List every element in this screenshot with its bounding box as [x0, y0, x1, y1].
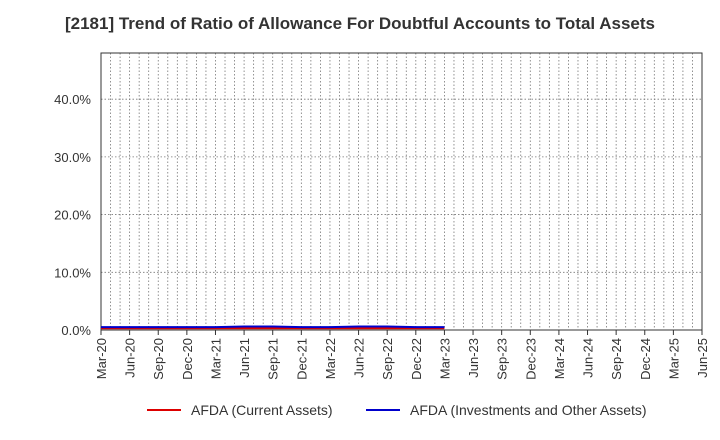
y-tick-label: 30.0% [54, 150, 91, 165]
x-tick-label: Sep-21 [266, 338, 281, 380]
y-tick-label: 10.0% [54, 265, 91, 280]
y-tick-label: 0.0% [61, 323, 91, 338]
x-tick-label: Mar-25 [666, 338, 681, 379]
legend-item-current-assets: AFDA (Current Assets) [147, 402, 333, 418]
x-tick-label: Mar-23 [437, 338, 452, 379]
x-tick-label: Jun-20 [123, 338, 138, 378]
legend-swatch-current-assets [147, 409, 181, 411]
x-tick-label: Jun-21 [237, 338, 252, 378]
x-tick-label: Dec-20 [180, 338, 195, 380]
legend: AFDA (Current Assets) AFDA (Investments … [0, 402, 720, 426]
x-tick-label: Dec-21 [294, 338, 309, 380]
x-tick-label: Dec-24 [638, 338, 653, 380]
legend-label-current-assets: AFDA (Current Assets) [191, 402, 333, 418]
x-tick-label: Sep-24 [609, 338, 624, 380]
x-tick-label: Sep-22 [380, 338, 395, 380]
x-tick-label: Dec-23 [523, 338, 538, 380]
x-tick-label: Mar-21 [208, 338, 223, 379]
x-tick-label: Jun-24 [581, 338, 596, 378]
x-tick-label: Mar-22 [323, 338, 338, 379]
chart-plot: 0.0% 10.0% 20.0% 30.0% 40.0% Mar-20 Jun-20 Sep-… [54, 52, 710, 380]
x-tick-label: Jun-25 [695, 338, 710, 378]
plot-frame [100, 52, 703, 331]
legend-label-investments: AFDA (Investments and Other Assets) [410, 402, 647, 418]
y-tick-label: 20.0% [54, 208, 91, 223]
chart-title: [2181] Trend of Ratio of Allowance For D… [64, 14, 655, 33]
x-tick-label: Jun-23 [466, 338, 481, 378]
x-tick-label: Mar-20 [94, 338, 109, 379]
legend-swatch-investments [366, 409, 400, 411]
x-tick-label: Jun-22 [352, 338, 367, 378]
x-tick-label: Sep-23 [495, 338, 510, 380]
y-tick-label: 40.0% [54, 92, 91, 107]
x-tick-label: Mar-24 [552, 338, 567, 379]
x-tick-label: Dec-22 [409, 338, 424, 380]
legend-item-investments: AFDA (Investments and Other Assets) [366, 402, 647, 418]
x-tick-label: Sep-20 [151, 338, 166, 380]
series-line-investments [101, 325, 445, 329]
